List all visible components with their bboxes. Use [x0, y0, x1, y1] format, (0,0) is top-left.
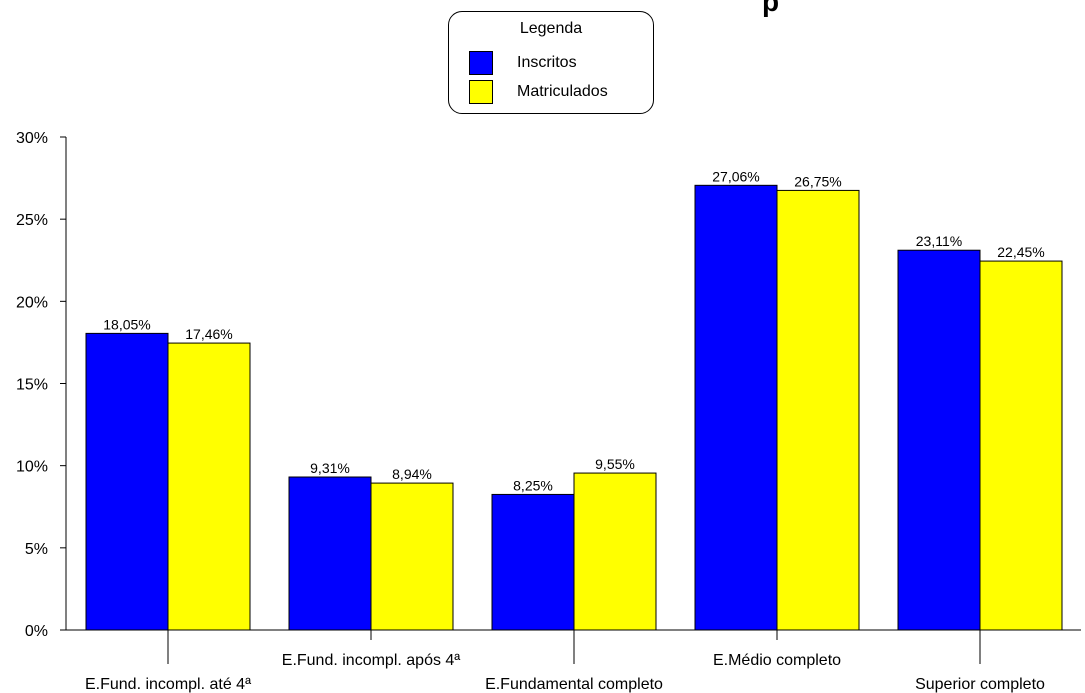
y-tick-label: 10% [16, 459, 48, 476]
y-axis: 0% 5% 10% 15% 20% 25% 30% [16, 130, 67, 640]
x-tick-label: E.Médio completo [713, 652, 841, 669]
data-label: 18,05% [103, 316, 150, 332]
data-label: 9,55% [595, 456, 635, 472]
x-tick-label: Superior completo [915, 676, 1045, 693]
bar-inscritos-0 [85, 332, 169, 631]
legend-item-inscritos: Inscritos [469, 51, 577, 75]
bar-matriculados-3 [776, 189, 860, 631]
y-tick-label: 25% [16, 212, 48, 229]
chart-title-fragment: p [762, 0, 780, 17]
legend-label-inscritos: Inscritos [517, 54, 577, 71]
legend-swatch-inscritos [469, 51, 493, 75]
legend-swatch-matriculados [469, 80, 493, 104]
bar-matriculados-0 [167, 342, 251, 631]
legend-item-matriculados: Matriculados [469, 80, 608, 104]
data-label: 8,94% [392, 466, 432, 482]
bar-inscritos-2 [491, 493, 575, 631]
data-label: 23,11% [916, 233, 962, 249]
y-tick-label: 15% [16, 377, 48, 394]
x-tick-label: E.Fund. incompl. até 4ª [85, 676, 251, 693]
legend-label-matriculados: Matriculados [517, 83, 608, 100]
legend-title: Legenda [519, 20, 583, 37]
bar-matriculados-2 [573, 472, 657, 631]
data-label: 9,31% [310, 460, 350, 476]
bar-inscritos-4 [897, 249, 981, 631]
x-axis: E.Fund. incompl. até 4ª E.Fund. incompl. … [66, 629, 1081, 693]
y-tick-label: 5% [25, 541, 48, 558]
x-tick-label: E.Fundamental completo [485, 676, 663, 693]
y-tick-label: 30% [16, 130, 48, 147]
x-tick-label: E.Fund. incompl. após 4ª [282, 652, 461, 669]
bar-matriculados-4 [979, 260, 1063, 631]
bar-matriculados-1 [370, 482, 454, 631]
bars: 18,05% 17,46% 9,31% 8,94% 8,25% 9,55% 27,06% 26… [85, 168, 1063, 631]
data-label: 8,25% [513, 477, 553, 493]
y-tick-label: 0% [25, 623, 48, 640]
data-label: 17,46% [185, 326, 232, 342]
legend: Legenda Inscritos Matriculados [448, 11, 654, 114]
data-label: 22,45% [997, 244, 1044, 260]
y-tick-label: 20% [16, 294, 48, 311]
data-label: 26,75% [794, 173, 841, 189]
bar-inscritos-1 [288, 476, 372, 631]
data-label: 27,06% [712, 168, 759, 184]
bar-inscritos-3 [694, 184, 778, 631]
